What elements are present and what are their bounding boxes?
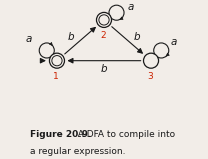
Text: 1: 1 (53, 72, 59, 81)
Text: a: a (128, 2, 134, 12)
Circle shape (50, 53, 64, 68)
Text: b: b (101, 64, 107, 73)
Circle shape (144, 53, 158, 68)
Text: 3: 3 (147, 72, 153, 81)
Text: Figure 20.9.: Figure 20.9. (30, 130, 92, 139)
Circle shape (97, 12, 111, 28)
Text: a regular expression.: a regular expression. (30, 147, 126, 156)
Text: A DFA to compile into: A DFA to compile into (72, 130, 175, 139)
Text: b: b (134, 32, 140, 42)
Text: 2: 2 (100, 31, 106, 40)
Text: b: b (68, 32, 74, 42)
Text: a: a (171, 37, 177, 47)
Text: a: a (26, 34, 32, 44)
